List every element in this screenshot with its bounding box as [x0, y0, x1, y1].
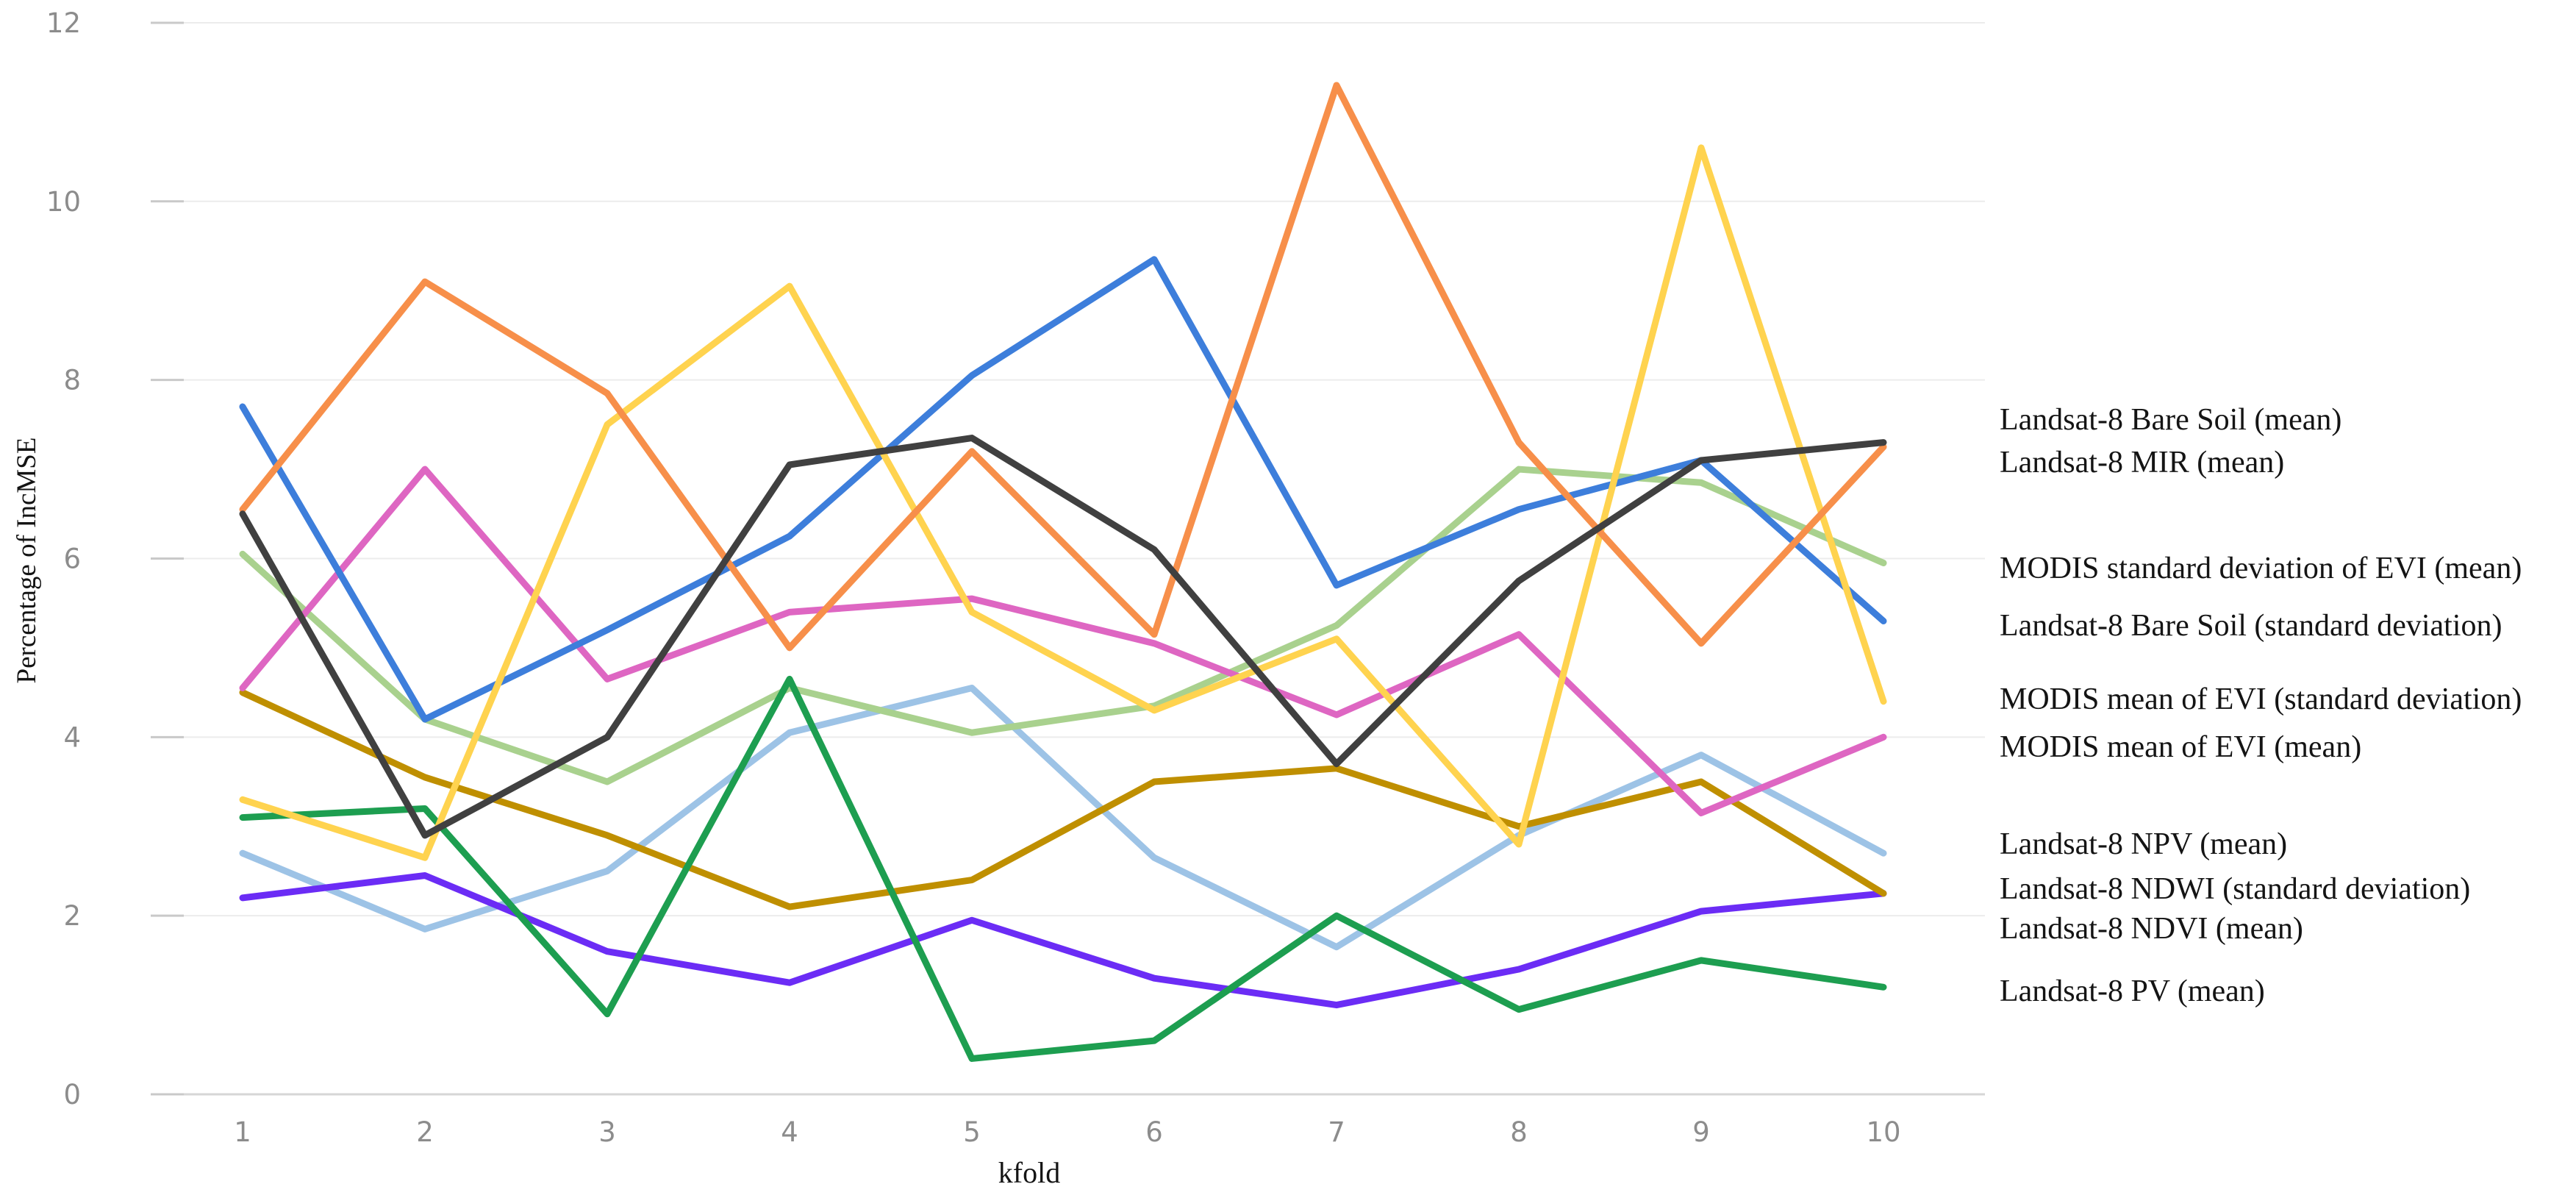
- x-tick-label-2: 2: [416, 1116, 434, 1148]
- x-tick-label-3: 3: [598, 1116, 616, 1148]
- y-tick-label-4: 4: [63, 721, 81, 753]
- x-tick-label-1: 1: [234, 1116, 251, 1148]
- series-label-modis-standard-deviation-of-evi-mean: MODIS standard deviation of EVI (mean): [2000, 552, 2522, 585]
- y-tick-label-10: 10: [46, 186, 81, 218]
- x-axis-tick-labels: 1 2 3 4 5 6 7 8 9 10: [234, 1116, 1900, 1148]
- y-tick-label-2: 2: [63, 900, 81, 932]
- x-tick-label-9: 9: [1692, 1116, 1710, 1148]
- series-line-landsat-8-bare-soil-standard-deviation: [239, 256, 1887, 723]
- x-tick-label-10: 10: [1866, 1116, 1900, 1148]
- series-label-landsat-8-bare-soil-standard-deviation: Landsat-8 Bare Soil (standard deviation): [2000, 609, 2502, 643]
- series-label-landsat-8-mir-mean: Landsat-8 MIR (mean): [2000, 446, 2284, 479]
- y-tick-label-12: 12: [46, 7, 81, 39]
- x-axis-title: kfold: [998, 1156, 1060, 1189]
- series-label-modis-mean-of-evi-standard-deviation: MODIS mean of EVI (standard deviation): [2000, 682, 2522, 716]
- y-axis-title: Percentage of IncMSE: [12, 438, 42, 684]
- series-label-landsat-8-ndwi-standard-deviation: Landsat-8 NDWI (standard deviation): [2000, 872, 2470, 906]
- series-label-modis-mean-of-evi-mean: MODIS mean of EVI (mean): [2000, 730, 2361, 764]
- y-axis-tick-labels: 0 2 4 6 8 10 12: [46, 7, 81, 1110]
- x-tick-label-6: 6: [1145, 1116, 1163, 1148]
- series-line-landsat-8-mir-mean: [239, 82, 1887, 652]
- x-tick-label-4: 4: [781, 1116, 798, 1148]
- y-tick-label-0: 0: [63, 1079, 81, 1110]
- x-tick-label-8: 8: [1510, 1116, 1528, 1148]
- series-line-landsat-8-npv-mean: [239, 685, 1887, 951]
- series-line-landsat-8-pv-mean: [239, 675, 1887, 1062]
- series-line-modis-mean-of-evi-standard-deviation: [239, 144, 1887, 861]
- series-label-landsat-8-bare-soil-mean: Landsat-8 Bare Soil (mean): [2000, 403, 2341, 437]
- y-tick-label-8: 8: [63, 365, 81, 396]
- series-line-modis-mean-of-evi-mean: [239, 466, 1887, 817]
- series-label-landsat-8-ndvi-mean: Landsat-8 NDVI (mean): [2000, 912, 2303, 946]
- series-line-landsat-8-ndvi-mean: [239, 872, 1887, 1009]
- x-tick-label-7: 7: [1328, 1116, 1345, 1148]
- series-lines: [239, 82, 1887, 1062]
- series-line-landsat-8-ndwi-standard-deviation: [239, 689, 1887, 910]
- x-tick-label-5: 5: [963, 1116, 981, 1148]
- series-line-modis-standard-deviation-of-evi-mean: [239, 466, 1887, 785]
- series-line-landsat-8-bare-soil-mean: [239, 435, 1887, 839]
- series-label-landsat-8-npv-mean: Landsat-8 NPV (mean): [2000, 827, 2287, 861]
- y-tick-label-6: 6: [63, 543, 81, 574]
- series-label-landsat-8-pv-mean: Landsat-8 PV (mean): [2000, 974, 2265, 1008]
- series-end-labels: Landsat-8 Bare Soil (mean) Landsat-8 MIR …: [2000, 403, 2522, 1008]
